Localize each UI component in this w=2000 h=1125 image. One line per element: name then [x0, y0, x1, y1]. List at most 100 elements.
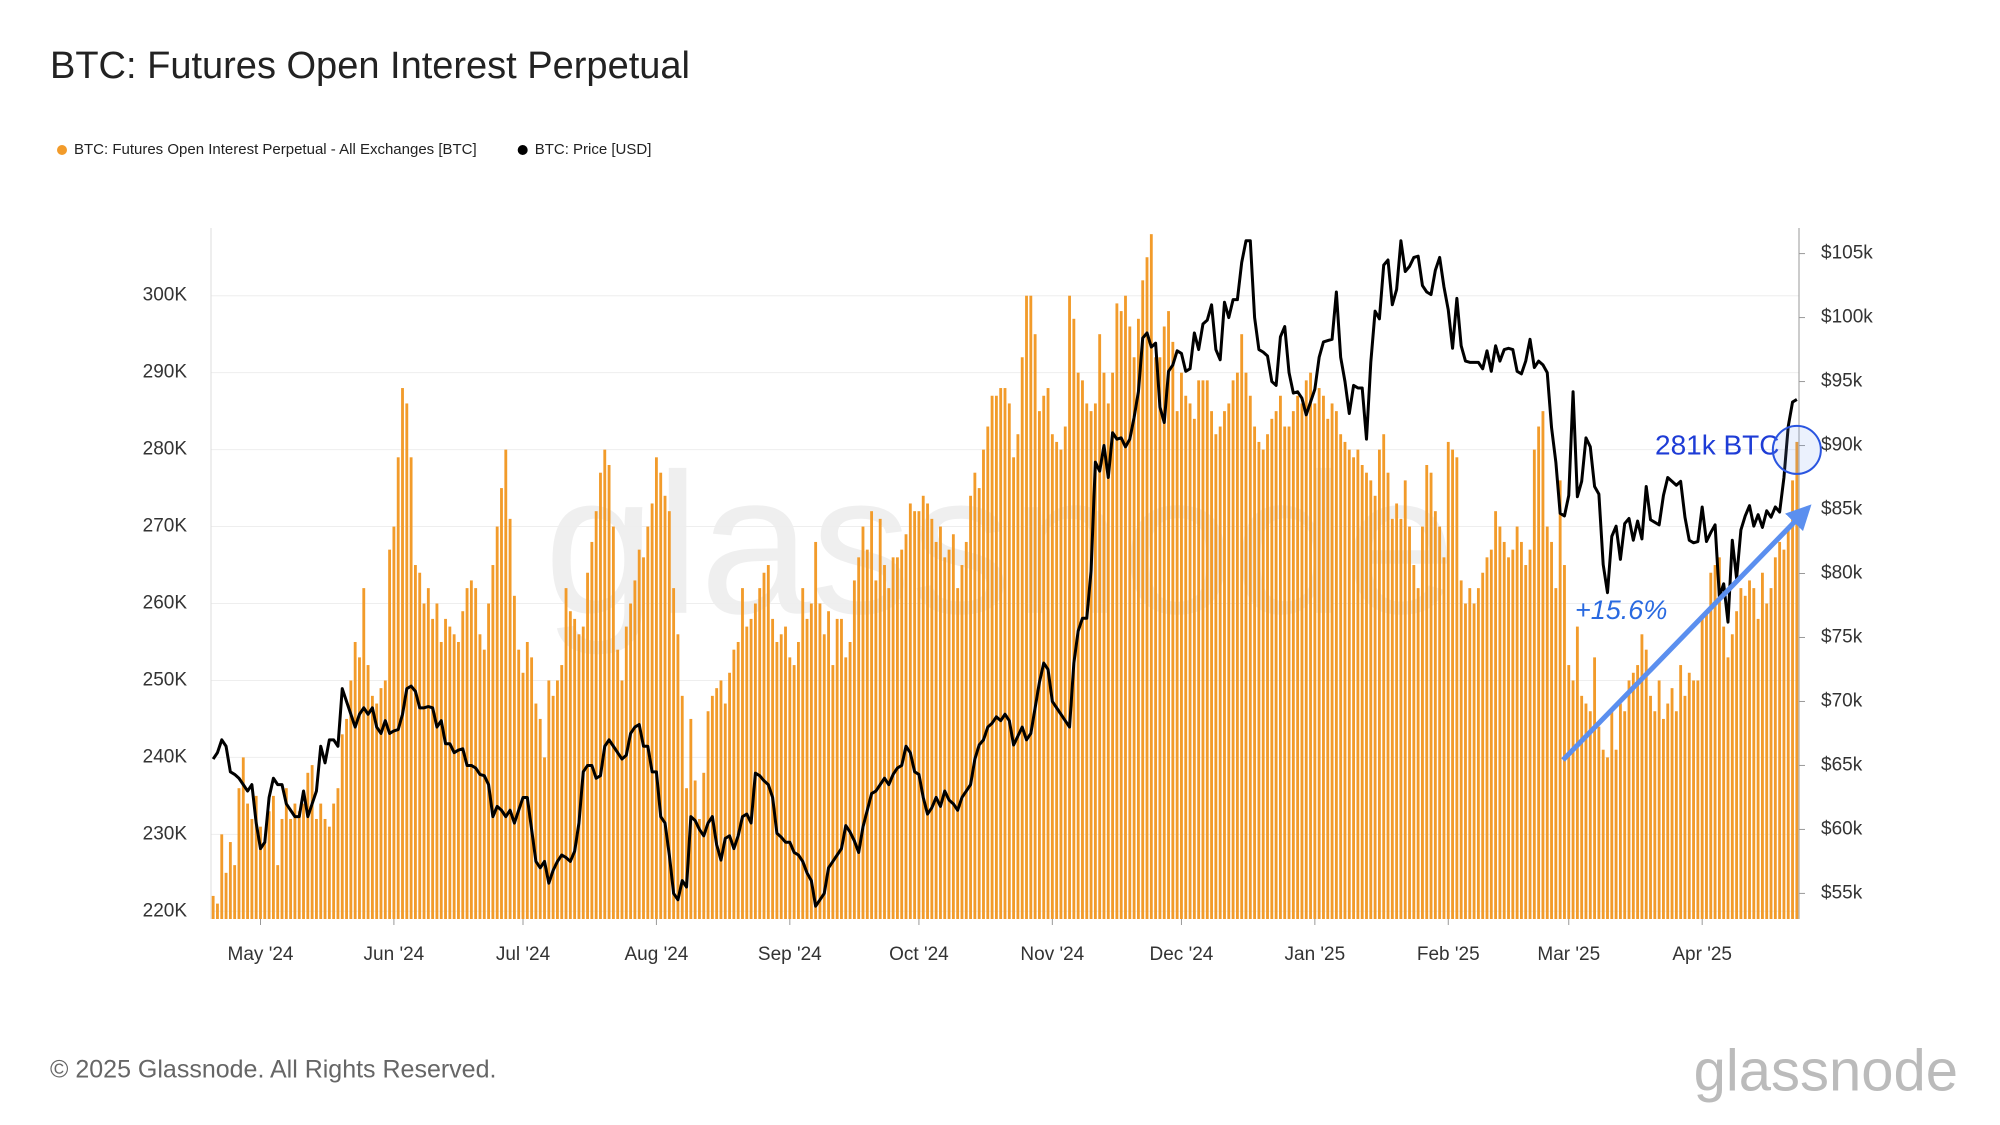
bar [271, 795, 275, 919]
y2-tick-label: $80k [1821, 563, 1863, 584]
bar [1580, 695, 1584, 919]
bar [1162, 326, 1166, 919]
legend-label: BTC: Futures Open Interest Perpetual - A… [74, 141, 477, 158]
bar [250, 818, 254, 919]
y-tick-label: 270K [143, 516, 188, 537]
bar [637, 549, 641, 919]
bar [698, 818, 701, 919]
bar [1705, 611, 1708, 919]
bar [444, 618, 447, 919]
bar [461, 611, 465, 919]
bar [999, 388, 1003, 919]
bar [1201, 380, 1205, 919]
bar [551, 695, 555, 919]
bar [280, 818, 284, 919]
bar [1735, 611, 1739, 919]
bar [1283, 426, 1287, 919]
bar [1726, 657, 1730, 919]
bar [358, 657, 361, 919]
bar [1158, 357, 1162, 920]
bar [422, 603, 426, 919]
bar [1532, 449, 1536, 919]
bar [1507, 557, 1510, 919]
bar [293, 803, 297, 919]
bar [1636, 665, 1640, 919]
bar [702, 772, 706, 919]
bar [504, 449, 508, 919]
bar [620, 680, 624, 919]
logo: glassnode [1694, 1038, 1958, 1103]
bar [908, 503, 912, 919]
bar [297, 811, 301, 919]
bar [353, 641, 357, 919]
bar [1408, 526, 1411, 919]
bar [573, 618, 577, 919]
bar [1412, 565, 1416, 919]
bar [891, 557, 895, 919]
bar [1511, 549, 1515, 919]
bar [792, 665, 796, 919]
bar [736, 641, 740, 919]
bar [1700, 618, 1704, 919]
bar [1012, 457, 1016, 919]
bar [1679, 665, 1683, 919]
bar [904, 534, 908, 919]
bar [1205, 380, 1209, 919]
bar [1649, 695, 1652, 919]
bar [994, 395, 998, 920]
bar [977, 488, 981, 919]
bar [1076, 372, 1080, 919]
bar [1373, 495, 1377, 919]
bar [723, 703, 727, 919]
bar [237, 788, 241, 919]
bar [685, 788, 688, 919]
bar [500, 488, 503, 919]
bar [1102, 372, 1106, 919]
bar [986, 426, 990, 919]
bar [1795, 441, 1799, 919]
bar [1550, 541, 1553, 919]
bar [706, 711, 710, 919]
bar [1119, 311, 1123, 919]
bar [1597, 726, 1601, 919]
bar [530, 657, 534, 919]
bar [1210, 411, 1213, 919]
bar [495, 526, 499, 919]
bar [1192, 418, 1196, 919]
bar [1115, 303, 1119, 919]
bar [1003, 388, 1007, 919]
bar [1627, 680, 1631, 919]
bar [1154, 357, 1158, 920]
bar [1438, 526, 1442, 919]
bar [629, 603, 633, 919]
bar [887, 588, 891, 919]
bar [586, 572, 589, 919]
bar [1481, 572, 1485, 919]
bar [1769, 588, 1773, 919]
y2-tick-label: $100k [1821, 307, 1873, 328]
bar [1610, 711, 1614, 919]
bar [379, 688, 383, 919]
y2-tick-label: $60k [1821, 818, 1863, 839]
bar [362, 588, 366, 919]
bar [508, 518, 512, 919]
bar [1330, 403, 1334, 919]
bar [1631, 672, 1635, 919]
bar [448, 626, 452, 919]
bar [719, 680, 723, 919]
bar [624, 626, 628, 919]
bar [1059, 449, 1063, 919]
bar [676, 634, 680, 919]
bar [1253, 426, 1257, 919]
bar [1274, 411, 1278, 919]
bar [1421, 526, 1424, 919]
x-tick-label: Sep '24 [758, 944, 822, 965]
bar [1365, 472, 1368, 919]
bar [741, 588, 744, 919]
bar [241, 757, 245, 919]
bar [1791, 480, 1794, 919]
bar [1563, 565, 1566, 919]
footer: © 2025 Glassnode. All Rights Reserved. [50, 1056, 496, 1084]
bar [663, 495, 667, 919]
bar [650, 503, 654, 919]
